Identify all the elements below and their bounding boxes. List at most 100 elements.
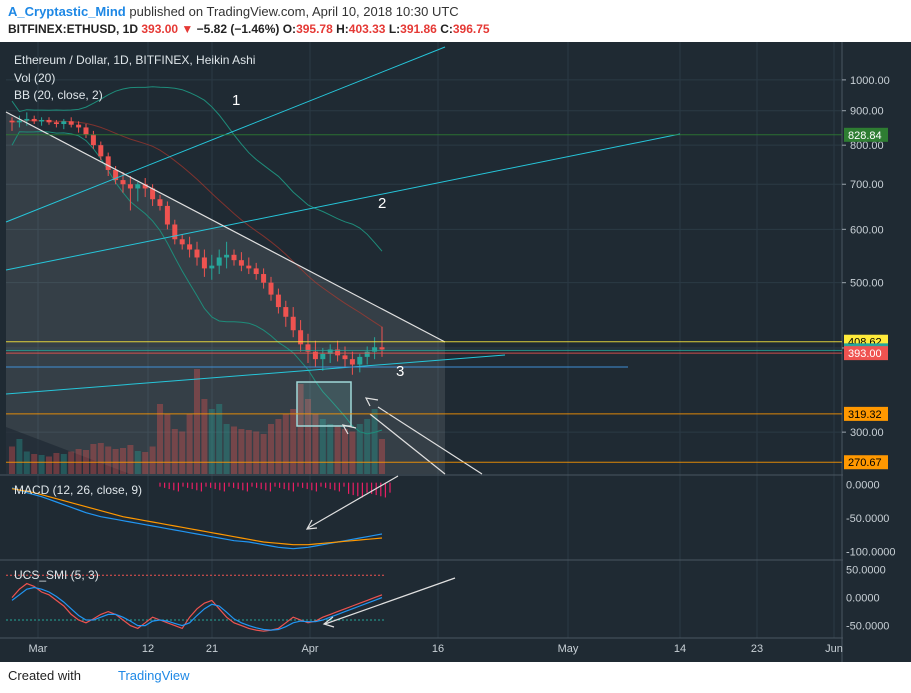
candle-body-36 <box>275 294 281 308</box>
candle-body-2 <box>24 118 30 121</box>
candle-body-35 <box>268 282 274 295</box>
arrowhead-1 <box>341 424 357 435</box>
y-tick-label-2: 800.00 <box>850 140 884 152</box>
volume-bar-15 <box>120 448 126 474</box>
candle-body-8 <box>68 121 74 125</box>
x-tick-label-3: Apr <box>301 643 318 655</box>
candle-body-21 <box>164 205 170 225</box>
volume-bar-20 <box>157 404 163 474</box>
volume-bar-12 <box>97 443 104 474</box>
macd-y-label-0: 0.0000 <box>846 480 880 492</box>
volume-bar-8 <box>68 451 75 474</box>
macd-arrow <box>307 475 399 529</box>
volume-bar-2 <box>23 451 30 474</box>
macd-pane <box>11 475 399 550</box>
candle-body-15 <box>120 180 126 185</box>
candle-body-41 <box>312 351 318 360</box>
y-tick-label-7: 300.00 <box>850 427 884 439</box>
x-tick-label-4: 16 <box>432 643 444 655</box>
candle-body-50 <box>379 347 385 350</box>
y-tick-label-0: 1000.00 <box>850 75 890 87</box>
macd-y-label-1: -50.0000 <box>846 513 889 525</box>
pane-labels: Ethereum / Dollar, 1D, BITFINEX, Heikin … <box>14 53 255 582</box>
symbol-label: BITFINEX:ETHUSD, 1D <box>8 22 139 36</box>
channel-polygon <box>6 112 445 474</box>
arrow-line-1 <box>377 406 483 475</box>
smi-pane <box>6 574 456 632</box>
x-tick-label-6: 14 <box>674 643 686 655</box>
candle-body-42 <box>320 353 326 360</box>
l-value: 391.86 <box>400 22 437 36</box>
macd-line-0 <box>11 487 383 550</box>
price-tag-label-3: 393.00 <box>848 348 882 360</box>
down-arrow-icon: ▼ <box>181 22 194 36</box>
author-link[interactable]: A_Cryptastic_Mind <box>8 4 126 19</box>
volume-bar-42 <box>319 419 326 474</box>
volume-bar-36 <box>275 419 282 474</box>
volume-bar-4 <box>38 455 45 474</box>
volume-bar-28 <box>216 404 223 474</box>
volume-bar-26 <box>201 399 208 474</box>
candle-body-1 <box>16 120 22 123</box>
candle-body-39 <box>298 330 304 345</box>
smi-title: UCS_SMI (5, 3) <box>14 568 99 582</box>
volume-bar-47 <box>356 424 363 474</box>
volume-bar-23 <box>179 431 186 474</box>
volume-bar-13 <box>105 446 112 474</box>
candle-body-28 <box>216 257 222 266</box>
volume-bar-46 <box>349 431 356 474</box>
volume-bar-34 <box>260 434 267 474</box>
candle-body-47 <box>357 356 363 365</box>
price-axis[interactable]: 1000.00900.00800.00700.00600.00500.00400… <box>842 42 911 662</box>
price-tag-3 <box>844 346 888 361</box>
publish-line: A_Cryptastic_Mind published on TradingVi… <box>8 4 459 19</box>
tradingview-logo[interactable]: TradingView <box>118 668 190 683</box>
candle-body-27 <box>209 265 215 269</box>
volume-bar-44 <box>334 426 341 474</box>
volume-bar-33 <box>253 431 260 474</box>
volume-bar-29 <box>223 424 230 474</box>
time-axis[interactable]: Mar 12 21 Apr 16 May 14 23 Jun <box>29 643 843 655</box>
volume-bar-24 <box>186 414 193 474</box>
indicator-label-0: Vol (20) <box>14 71 55 85</box>
volume-bar-18 <box>142 452 149 474</box>
x-tick-label-5: May <box>558 643 579 655</box>
x-tick-label-2: 21 <box>206 643 218 655</box>
candle-body-12 <box>98 145 104 157</box>
volume-bar-1 <box>16 439 23 474</box>
published-text: published on TradingView.com, April 10, … <box>129 4 459 19</box>
o-label: O: <box>282 22 297 36</box>
volume-bar-32 <box>245 430 252 474</box>
candle-body-43 <box>327 349 333 354</box>
candle-body-5 <box>46 119 52 123</box>
smi-y-label-2: -50.0000 <box>846 621 889 633</box>
volume-bar-37 <box>282 414 289 474</box>
candle-body-45 <box>342 355 348 360</box>
macd-line-1 <box>11 488 383 546</box>
x-tick-label-0: Mar <box>29 643 48 655</box>
created-with-text: Created with <box>8 668 81 683</box>
candles <box>9 112 385 375</box>
y-tick-label-1: 900.00 <box>850 106 884 118</box>
candle-body-22 <box>172 224 178 240</box>
candle-body-31 <box>238 260 244 266</box>
price-tag-0 <box>844 127 888 142</box>
candle-body-11 <box>90 134 96 146</box>
chart-header: A_Cryptastic_Mind published on TradingVi… <box>0 0 911 42</box>
volume-bar-40 <box>305 399 311 474</box>
candle-body-34 <box>261 274 267 283</box>
candle-body-37 <box>283 307 289 317</box>
candle-body-30 <box>231 254 237 261</box>
smi-line-1 <box>11 586 383 631</box>
volume-bar-7 <box>60 454 67 474</box>
volume-bar-39 <box>297 384 304 474</box>
candle-body-24 <box>187 244 193 250</box>
candle-body-9 <box>76 124 82 128</box>
price-tag-label-4: 319.32 <box>848 409 882 421</box>
bb-upper <box>11 86 383 252</box>
indicator-label-1: BB (20, close, 2) <box>14 88 103 102</box>
volume-bar-19 <box>149 446 156 474</box>
smi-y-label-0: 50.0000 <box>846 565 886 577</box>
candle-body-14 <box>113 169 119 181</box>
chart-canvas[interactable]: 123 1000.00900.00800.00700.00600.00500.0… <box>0 42 911 662</box>
